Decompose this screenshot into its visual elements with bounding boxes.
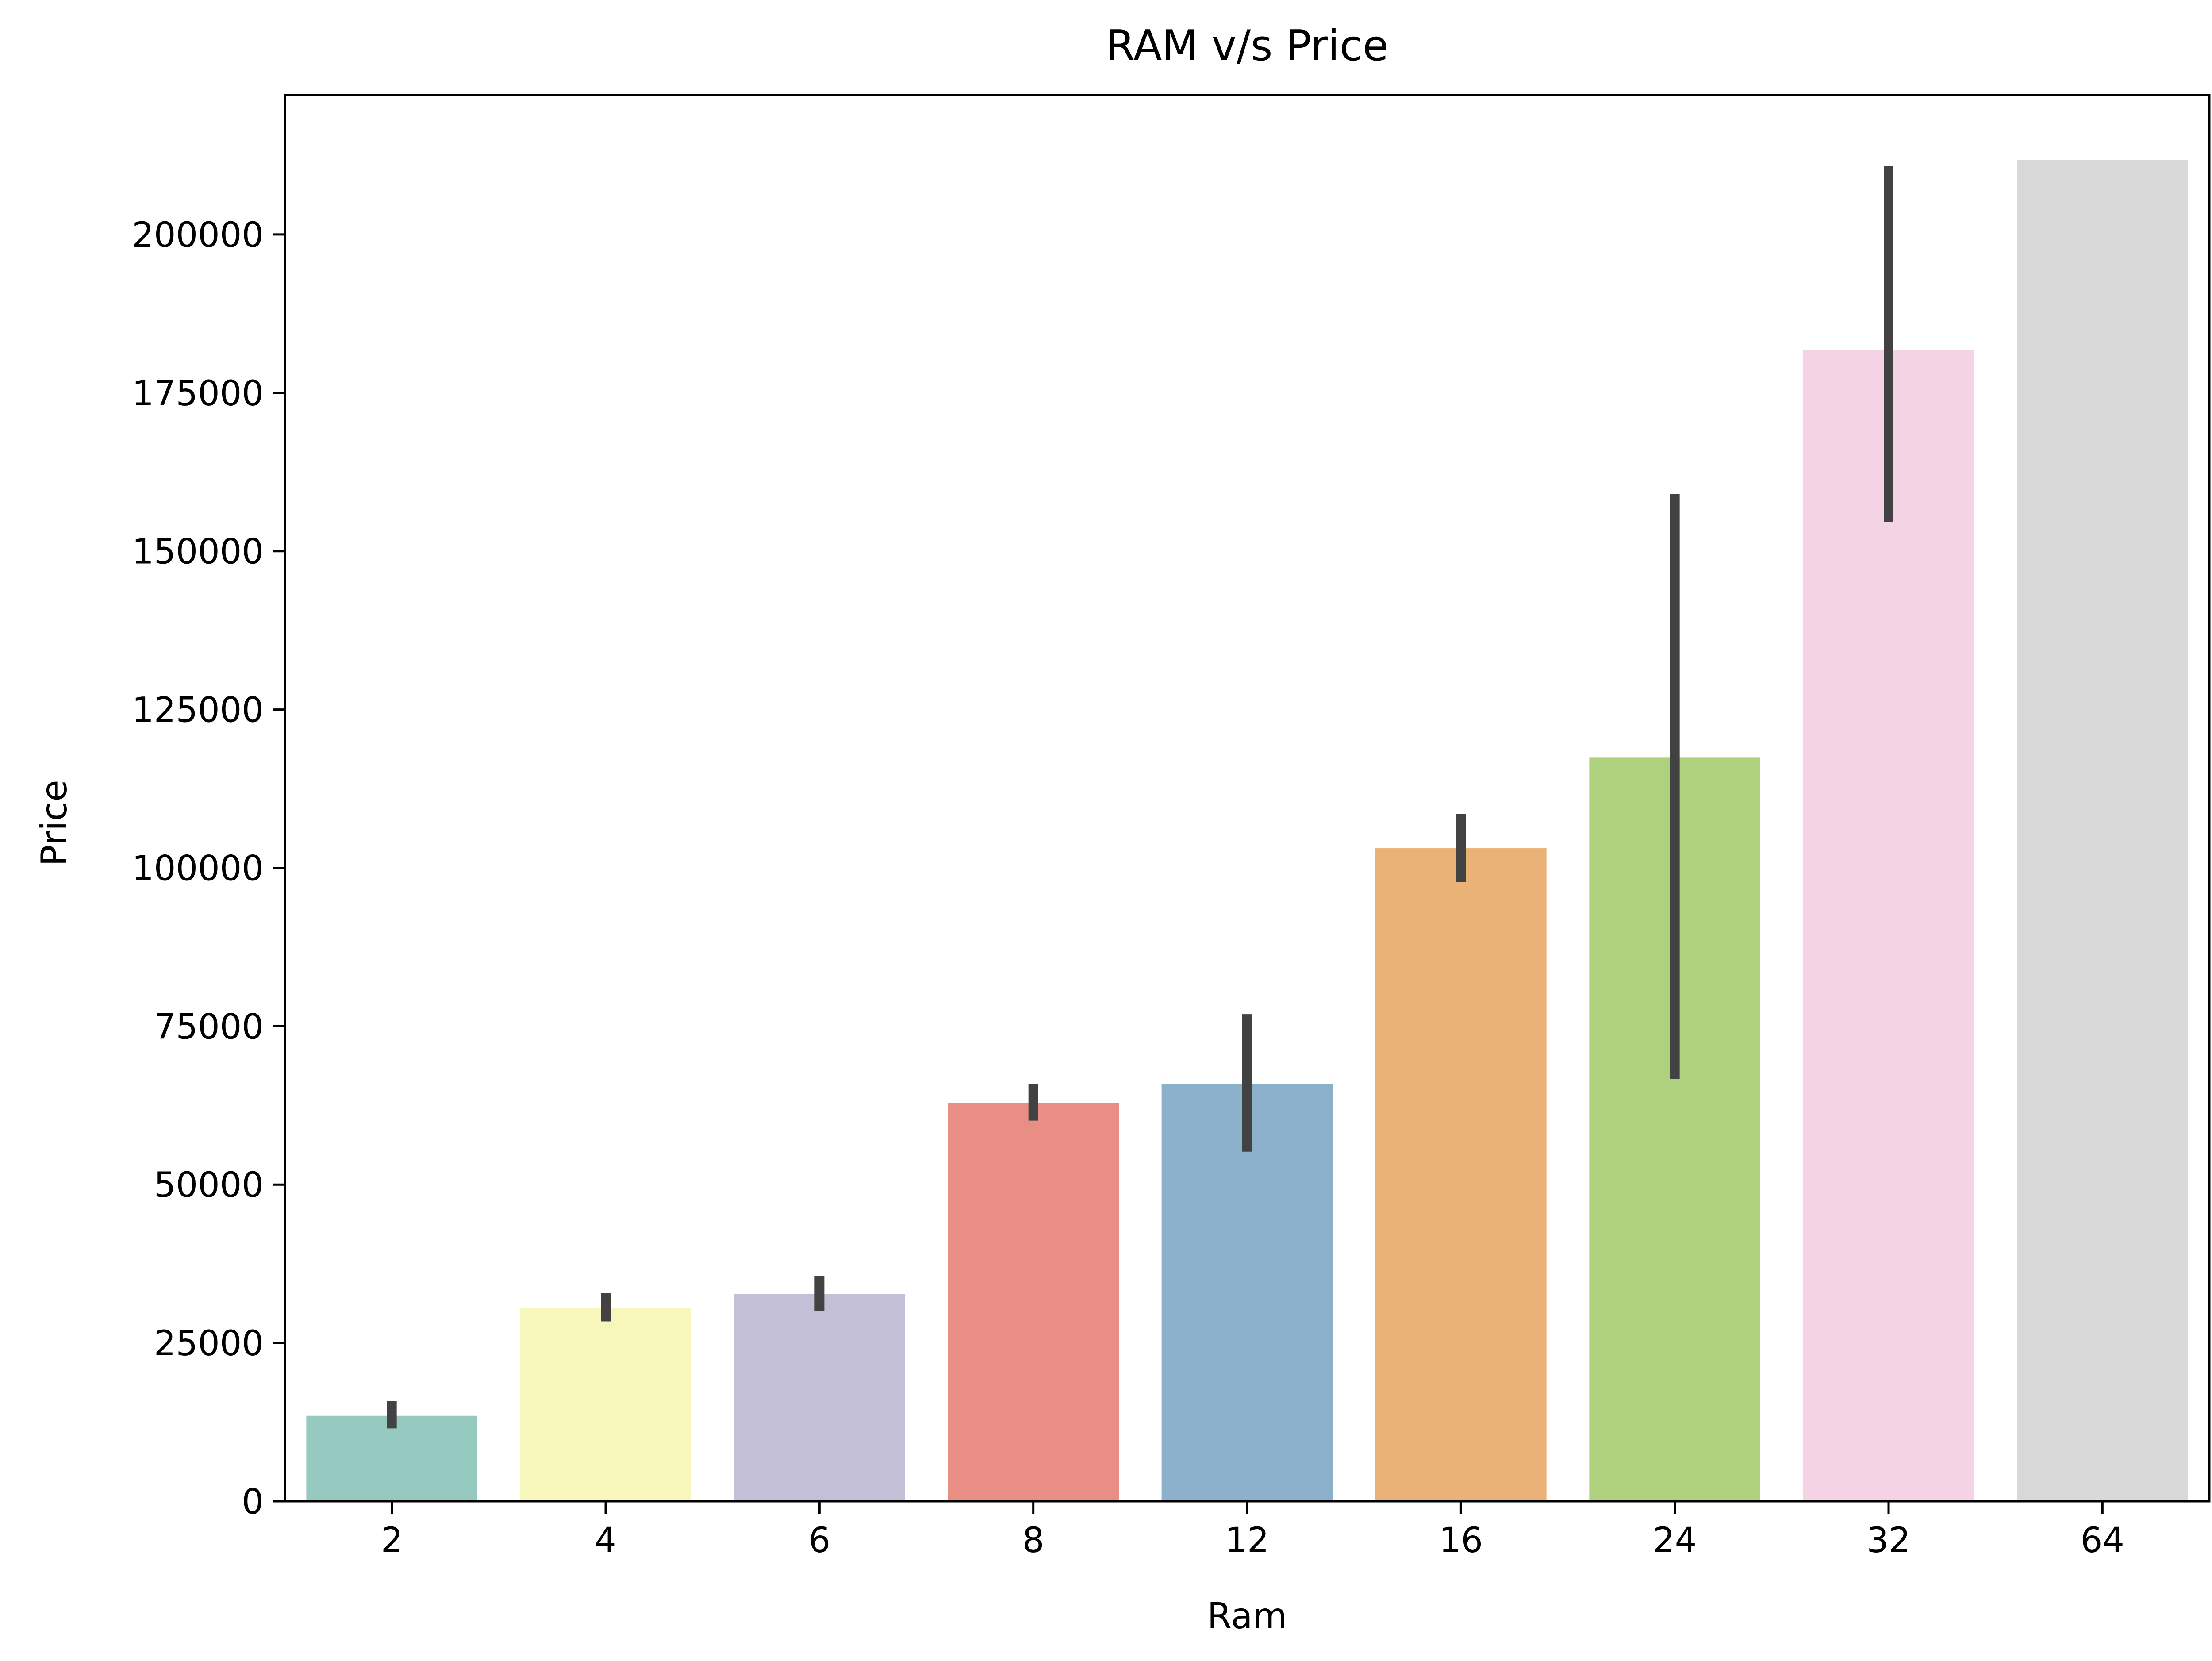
y-tick-label: 150000 bbox=[132, 532, 264, 572]
y-tick-label: 200000 bbox=[132, 215, 264, 255]
x-tick-label: 4 bbox=[595, 1521, 617, 1561]
y-tick-label: 125000 bbox=[132, 691, 264, 731]
plot-frame bbox=[284, 94, 2211, 1503]
x-tick-label: 6 bbox=[809, 1521, 831, 1561]
y-tick-label: 100000 bbox=[132, 849, 264, 888]
bar-ram-12 bbox=[1161, 1084, 1333, 1501]
bar-ram-4 bbox=[520, 1308, 691, 1501]
error-bars-layer bbox=[387, 166, 1893, 1429]
y-tick-label: 175000 bbox=[132, 374, 264, 414]
x-tick-label: 12 bbox=[1225, 1521, 1269, 1561]
y-tick-label: 75000 bbox=[154, 1007, 264, 1047]
x-axis-ticks: 2 4 6 8 12 16 24 32 64 bbox=[381, 1501, 2124, 1561]
x-tick-label: 2 bbox=[381, 1521, 403, 1561]
bar-ram-2 bbox=[306, 1415, 477, 1501]
x-axis-label: Ram bbox=[1207, 1596, 1287, 1637]
y-axis-label: Price bbox=[34, 780, 75, 866]
bar-ram-32 bbox=[1803, 350, 1974, 1501]
chart-title: RAM v/s Price bbox=[1106, 22, 1389, 70]
y-tick-label: 25000 bbox=[154, 1324, 264, 1364]
bars-layer bbox=[306, 160, 2188, 1502]
bar-ram-16 bbox=[1375, 848, 1547, 1501]
x-tick-label: 16 bbox=[1439, 1521, 1483, 1561]
y-axis-ticks: 0 25000 50000 75000 100000 125000 150000 175000… bbox=[132, 215, 285, 1522]
x-tick-label: 64 bbox=[2081, 1521, 2124, 1561]
bar-ram-6 bbox=[734, 1294, 905, 1501]
x-tick-label: 8 bbox=[1022, 1521, 1045, 1561]
y-tick-label: 50000 bbox=[154, 1165, 264, 1205]
bar-ram-64 bbox=[2017, 160, 2188, 1502]
bar-ram-8 bbox=[948, 1103, 1119, 1501]
y-tick-label: 0 bbox=[242, 1482, 264, 1522]
x-tick-label: 24 bbox=[1653, 1521, 1697, 1561]
x-tick-label: 32 bbox=[1866, 1521, 1910, 1561]
